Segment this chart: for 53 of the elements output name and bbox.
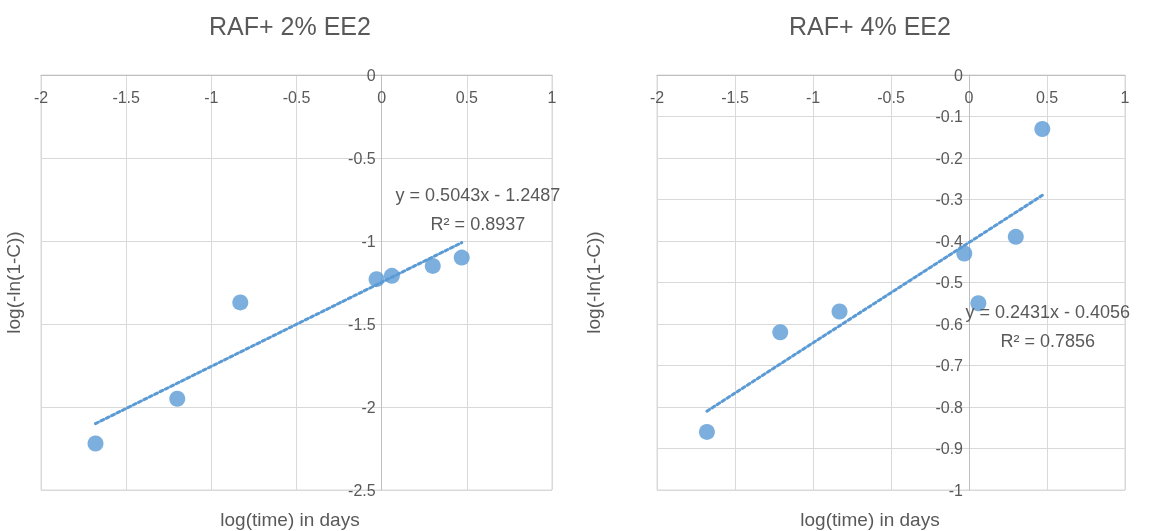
y-tick-label: 0 — [366, 66, 376, 84]
point — [232, 294, 249, 311]
point — [169, 390, 186, 407]
annotation: y = 0.5043x - 1.2487 — [395, 185, 561, 206]
point — [1007, 228, 1024, 245]
chart-title: RAF+ 2% EE2 — [209, 11, 371, 40]
y-axis-title: log(-ln(1-C)) — [583, 231, 604, 334]
point — [831, 303, 848, 320]
x-tick-label: -2 — [649, 88, 665, 106]
x-tick-label: -1 — [805, 88, 821, 106]
x-axis-title: log(time) in days — [220, 509, 360, 530]
point — [383, 267, 400, 284]
point — [87, 435, 104, 452]
x-tick-label: -0.5 — [877, 88, 905, 106]
y-tick-label: -1.5 — [348, 315, 376, 333]
y-tick-label: -2 — [361, 398, 376, 416]
y-tick-label: -0.5 — [348, 149, 376, 167]
point — [453, 249, 470, 266]
x-axis-title: log(time) in days — [800, 509, 940, 530]
y-tick-label: -0.3 — [935, 191, 964, 208]
x-tick-label: 1 — [547, 88, 557, 106]
y-tick-label: -0.6 — [935, 315, 964, 333]
annotation: y = 0.2431x - 0.4056 — [965, 301, 1131, 322]
point — [368, 271, 385, 288]
x-tick-label: 0.5 — [1035, 88, 1059, 106]
y-tick-label: -2.5 — [348, 481, 376, 499]
y-tick-label: -0.1 — [935, 108, 964, 125]
y-tick-label: -0.7 — [935, 357, 964, 374]
y-tick-label: -1 — [361, 232, 376, 250]
x-tick-label: -2 — [33, 88, 49, 106]
y-tick-label: -0.5 — [935, 274, 964, 291]
y-tick-label: -0.2 — [935, 149, 964, 167]
y-tick-label: -1 — [948, 481, 964, 499]
x-tick-label: 1 — [1120, 88, 1130, 106]
x-tick-label: 0.5 — [455, 88, 479, 106]
point — [772, 324, 789, 341]
annotation: R² = 0.8937 — [430, 214, 526, 235]
y-axis-title: log(-ln(1-C)) — [3, 231, 24, 334]
point — [698, 423, 715, 440]
chart-title: RAF+ 4% EE2 — [789, 11, 951, 40]
x-tick-label: 0 — [377, 88, 387, 106]
x-tick-label: -1 — [204, 88, 219, 106]
point — [956, 245, 973, 262]
x-tick-label: -0.5 — [282, 88, 311, 106]
point — [1034, 120, 1051, 137]
y-tick-label: -0.4 — [935, 232, 964, 250]
x-tick-label: -1.5 — [721, 88, 749, 106]
x-tick-label: -1.5 — [112, 88, 141, 106]
y-tick-label: -0.9 — [935, 440, 964, 457]
y-tick-label: 0 — [954, 66, 964, 84]
y-tick-label: -0.8 — [935, 398, 964, 416]
point — [424, 257, 441, 274]
annotation: R² = 0.7856 — [1000, 330, 1096, 351]
